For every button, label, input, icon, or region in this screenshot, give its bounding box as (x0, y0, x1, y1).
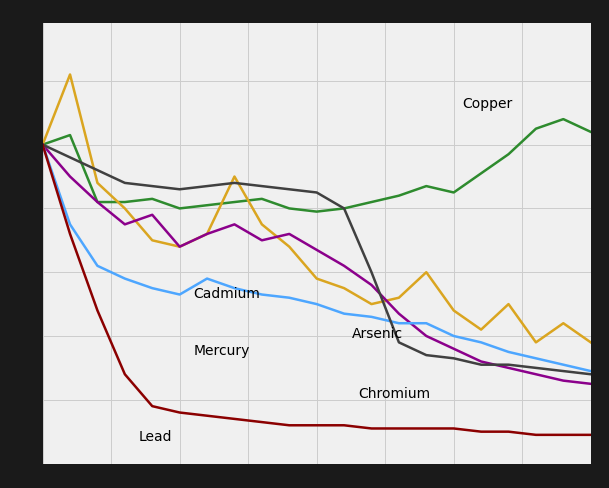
Text: Mercury: Mercury (193, 344, 250, 358)
Text: Copper: Copper (462, 97, 512, 111)
Text: Chromium: Chromium (357, 386, 430, 401)
Text: Lead: Lead (138, 429, 172, 444)
Text: Arsenic: Arsenic (352, 326, 403, 340)
Text: Cadmium: Cadmium (193, 286, 260, 300)
